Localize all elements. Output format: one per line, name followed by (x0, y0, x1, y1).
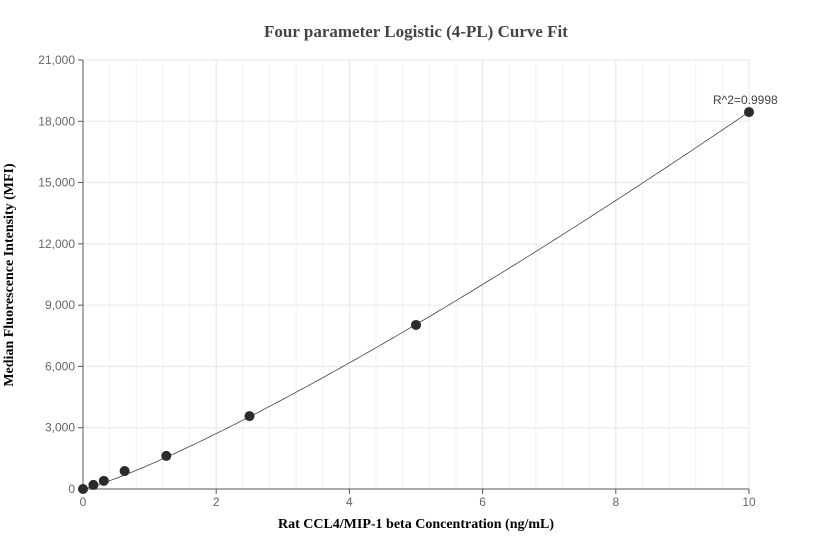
data-point (88, 479, 99, 490)
x-axis-label: Rat CCL4/MIP-1 beta Concentration (ng/mL… (277, 517, 555, 532)
chart-title: Four parameter Logistic (4-PL) Curve Fit (264, 22, 568, 41)
x-tick-label: 2 (213, 495, 220, 509)
data-point (244, 411, 255, 422)
data-point (411, 319, 421, 330)
y-tick-label: 9,000 (45, 298, 75, 312)
x-tick-label: 8 (612, 495, 619, 509)
y-tick-label: 21,000 (38, 53, 75, 67)
x-tick-label: 10 (742, 495, 756, 509)
y-tick-label: 0 (68, 482, 75, 496)
data-point (78, 484, 88, 494)
x-tick-label: 0 (80, 495, 87, 509)
data-point (119, 466, 130, 477)
y-tick-label: 15,000 (38, 176, 75, 190)
data-point (161, 450, 172, 461)
data-point (744, 107, 754, 118)
x-tick-label: 6 (479, 495, 486, 509)
y-tick-label: 12,000 (38, 237, 75, 251)
x-tick-label: 4 (346, 495, 353, 509)
fit-curve (82, 111, 750, 490)
y-tick-label: 6,000 (45, 359, 75, 373)
y-tick-label: 18,000 (38, 114, 75, 128)
y-tick-label: 3,000 (45, 421, 75, 435)
data-point (98, 475, 109, 486)
r-squared-annotation: R^2=0.9998 (713, 93, 778, 107)
